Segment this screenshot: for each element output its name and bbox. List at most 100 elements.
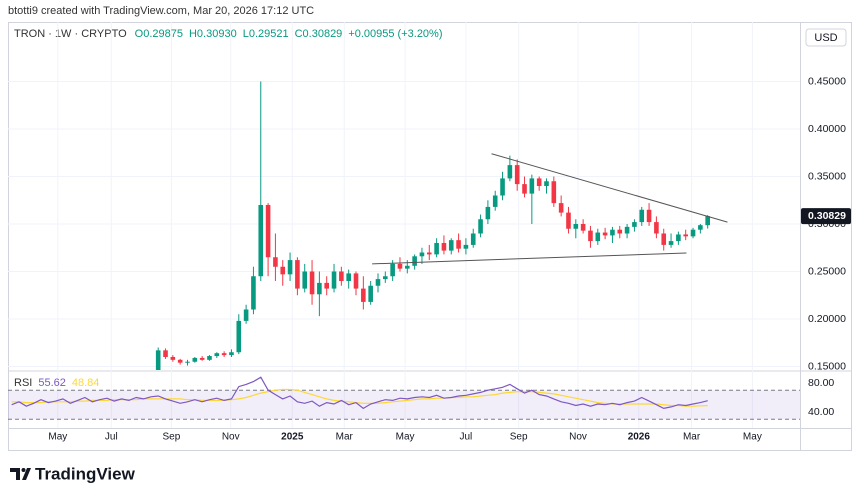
candle-body — [214, 353, 220, 357]
candle-body — [698, 225, 703, 230]
y-tick-label: 0.15000 — [808, 360, 846, 372]
candle-body — [339, 271, 344, 281]
brand-logo — [10, 468, 31, 480]
candle-body — [470, 233, 476, 245]
candle-body — [617, 229, 623, 234]
candle-body — [566, 212, 571, 229]
candle-body — [324, 282, 330, 289]
candle-body — [236, 320, 242, 353]
x-tick-label: May — [396, 432, 415, 443]
candle-body — [317, 282, 322, 295]
candle-body — [265, 205, 271, 258]
x-tick-label: Jul — [460, 432, 473, 443]
candle-body — [434, 242, 439, 255]
candle-body — [639, 209, 645, 223]
candle-body — [646, 209, 652, 223]
candle-body — [331, 271, 337, 289]
candle-body — [383, 276, 388, 280]
candle-body — [309, 271, 315, 295]
candle-body — [112, 381, 117, 382]
currency-box[interactable] — [805, 28, 847, 47]
candle-body — [602, 232, 608, 236]
candle-body — [280, 266, 286, 275]
candle-body — [412, 256, 417, 266]
candle-body — [273, 257, 278, 267]
candle-body — [683, 234, 689, 237]
candle-body — [199, 357, 205, 360]
trendline — [372, 252, 687, 265]
candle-body — [551, 181, 557, 204]
candle-body — [368, 285, 373, 302]
candle-body — [141, 375, 146, 377]
candle-body — [207, 356, 212, 360]
candle-body — [221, 353, 227, 356]
candle-body — [441, 242, 447, 251]
candle-body — [149, 373, 154, 375]
candle-body — [478, 219, 483, 234]
x-tick-label: Nov — [569, 432, 587, 443]
x-tick-label: Mar — [336, 432, 354, 443]
currency[interactable]: USD — [814, 32, 837, 44]
last-price: 0.30829 — [808, 210, 846, 222]
ohlc-value: O0.29875 — [135, 28, 183, 40]
candle-body — [426, 252, 432, 255]
candle-body — [302, 271, 308, 289]
ohlc-value: H0.30930 — [189, 28, 237, 40]
candle-body — [119, 379, 124, 382]
candle-body — [514, 165, 520, 185]
price-pane — [105, 81, 728, 384]
candle-body — [397, 263, 403, 269]
candle-body — [690, 229, 696, 237]
candle-body — [163, 350, 168, 357]
candle-body — [346, 273, 351, 281]
y-tick-label: 80.00 — [808, 377, 834, 389]
symbol-title: TRON · 1W · CRYPTO — [14, 28, 127, 40]
y-tick-label: 40.00 — [808, 406, 834, 418]
x-tick-label: May — [743, 432, 762, 443]
candle-body — [177, 359, 183, 363]
candle-body — [522, 184, 527, 194]
candle-body — [353, 273, 359, 289]
candle-body — [185, 361, 190, 363]
x-tick-label: Nov — [222, 432, 240, 443]
candle-body — [676, 234, 681, 242]
candle-body — [251, 276, 256, 310]
candle-body — [419, 252, 425, 257]
candle-body — [155, 350, 161, 370]
rsi-value: 55.62 — [38, 377, 66, 389]
candle-body — [610, 229, 615, 236]
candle-body — [463, 244, 469, 249]
rsi-value: 48.84 — [72, 377, 100, 389]
candle-body — [500, 178, 505, 196]
x-tick-label: Jul — [105, 432, 118, 443]
candle-body — [170, 356, 176, 360]
x-tick-label: Sep — [162, 432, 180, 443]
ohlc-value: C0.30829 — [295, 28, 343, 40]
candle-body — [588, 230, 593, 242]
y-tick-label: 0.20000 — [808, 313, 846, 325]
candle-body — [243, 309, 249, 321]
trendline — [491, 153, 728, 223]
candle-body — [287, 260, 293, 275]
header: btotti9 created with TradingView.com, Ma… — [8, 5, 314, 17]
candle-body — [361, 288, 366, 302]
x-tick-label: Mar — [683, 432, 701, 443]
y-tick-label: 0.45000 — [808, 75, 846, 87]
candle-body — [558, 203, 564, 213]
candle-body — [705, 216, 710, 226]
y-tick-label: 0.25000 — [808, 265, 846, 277]
candle-body — [229, 352, 234, 356]
candle-body — [456, 240, 461, 249]
rsi-pane — [8, 376, 800, 420]
candle-body — [134, 377, 139, 380]
rsi-line — [11, 376, 708, 410]
last-price-box — [801, 208, 851, 225]
x-tick-label: Sep — [510, 432, 528, 443]
candle-body — [448, 240, 454, 251]
candle-body — [375, 279, 381, 286]
candle-body — [580, 224, 586, 231]
candle-body — [529, 178, 535, 194]
y-tick-label: 0.40000 — [808, 123, 846, 135]
candle-body — [105, 381, 110, 384]
